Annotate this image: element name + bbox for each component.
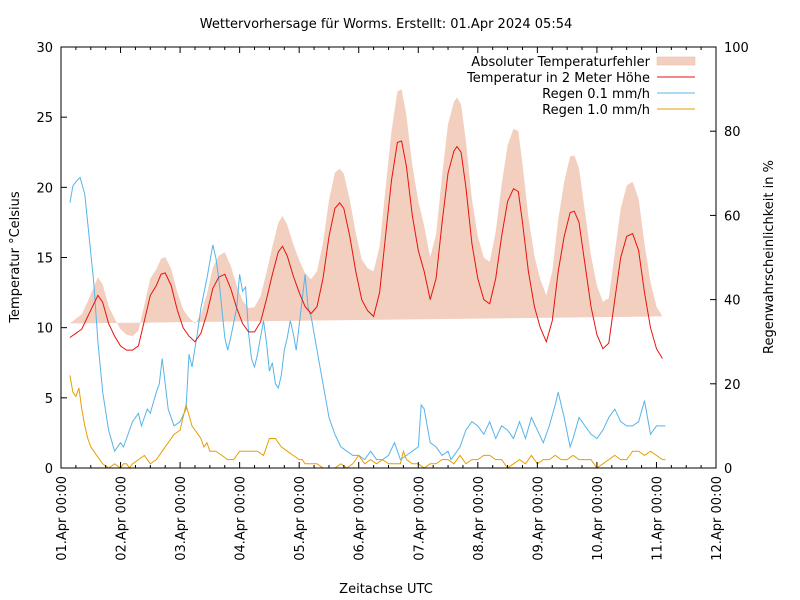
x-tick-label: 07.Apr 00:00 bbox=[412, 476, 427, 561]
y2-tick-label: 40 bbox=[724, 294, 741, 309]
x-tick-label: 05.Apr 00:00 bbox=[293, 476, 308, 561]
y-tick-label: 0 bbox=[45, 462, 53, 477]
x-axis: 01.Apr 00:00 02.Apr 00:00 03.Apr 00:00 04.A… bbox=[55, 47, 725, 561]
temperature-line bbox=[69, 140, 663, 359]
y2-tick-label: 0 bbox=[724, 462, 732, 477]
y-tick-label: 10 bbox=[36, 322, 53, 337]
y2-tick-label: 60 bbox=[724, 209, 741, 224]
legend-label: Absoluter Temperaturfehler bbox=[471, 55, 650, 70]
y-axis-left: 0 5 10 15 20 25 30 bbox=[36, 41, 67, 477]
x-tick-label: 03.Apr 00:00 bbox=[174, 476, 189, 561]
y-tick-label: 30 bbox=[36, 41, 53, 56]
y-tick-label: 20 bbox=[36, 181, 53, 196]
x-tick-label: 10.Apr 00:00 bbox=[591, 476, 606, 561]
chart-title: Wettervorhersage für Worms. Erstellt: 01… bbox=[200, 17, 573, 32]
x-tick-label: 01.Apr 00:00 bbox=[55, 476, 70, 561]
y-tick-label: 25 bbox=[36, 111, 53, 126]
rain-lines-layer bbox=[69, 176, 666, 469]
x-tick-label: 11.Apr 00:00 bbox=[650, 476, 665, 561]
temperature-line-layer bbox=[69, 140, 663, 359]
x-tick-label: 12.Apr 00:00 bbox=[710, 476, 725, 561]
rain-0-1-line bbox=[69, 176, 666, 461]
x-tick-label: 02.Apr 00:00 bbox=[115, 476, 130, 561]
x-tick-label: 08.Apr 00:00 bbox=[472, 476, 487, 561]
legend-label: Regen 1.0 mm/h bbox=[542, 103, 650, 118]
y2-tick-label: 80 bbox=[724, 125, 741, 140]
x-tick-label: 04.Apr 00:00 bbox=[234, 476, 249, 561]
y2-tick-label: 20 bbox=[724, 378, 741, 393]
y2-axis-label: Regenwahrscheinlichkeit in % bbox=[762, 160, 777, 354]
x-axis-label: Zeitachse UTC bbox=[339, 582, 433, 597]
rain-1-0-line bbox=[69, 375, 666, 469]
legend-label: Regen 0.1 mm/h bbox=[542, 87, 650, 102]
y2-tick-label: 100 bbox=[724, 41, 749, 56]
legend-swatch-band bbox=[656, 56, 696, 66]
legend-label: Temperatur in 2 Meter Höhe bbox=[466, 71, 650, 86]
y-axis-right: 0 20 40 60 80 100 bbox=[710, 41, 749, 477]
y-tick-label: 15 bbox=[36, 252, 53, 267]
x-tick-label: 06.Apr 00:00 bbox=[353, 476, 368, 561]
x-tick-label: 09.Apr 00:00 bbox=[531, 476, 546, 561]
y-axis-label: Temperatur °Celsius bbox=[8, 191, 23, 324]
y-tick-label: 5 bbox=[45, 392, 53, 407]
